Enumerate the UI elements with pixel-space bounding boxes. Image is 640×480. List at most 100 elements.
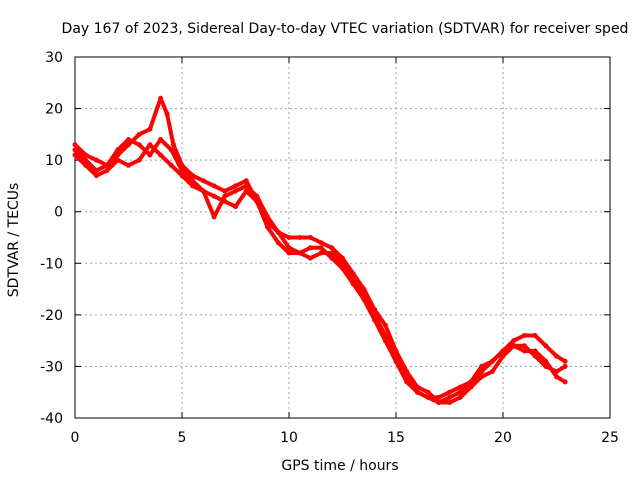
data-point	[562, 363, 568, 369]
data-point	[414, 389, 420, 395]
data-point	[554, 353, 559, 359]
data-point	[361, 296, 367, 302]
x-tick-label: 25	[601, 430, 619, 446]
data-point	[211, 214, 217, 220]
data-point	[211, 183, 217, 189]
data-point	[307, 255, 313, 261]
data-point	[532, 333, 538, 338]
data-point	[468, 379, 474, 385]
data-point	[72, 142, 78, 148]
x-tick-label: 10	[280, 430, 298, 446]
data-point	[168, 147, 174, 153]
y-tick-label: -40	[40, 411, 63, 427]
data-point	[436, 400, 442, 405]
data-point	[286, 250, 292, 256]
data-point	[200, 188, 206, 194]
data-point	[147, 142, 153, 148]
data-point	[340, 265, 345, 271]
data-point	[511, 338, 517, 344]
x-tick-label: 5	[178, 430, 187, 446]
data-point	[457, 394, 463, 400]
data-point	[233, 188, 238, 194]
plot-border	[74, 56, 611, 419]
data-point	[243, 183, 249, 189]
data-point	[562, 358, 568, 364]
data-point	[543, 358, 549, 364]
data-point	[275, 240, 281, 246]
x-axis-label: GPS time / hours	[281, 458, 398, 474]
data-point	[136, 157, 142, 163]
data-point	[265, 224, 271, 230]
data-point	[297, 250, 303, 256]
y-tick-label: 10	[45, 153, 63, 169]
data-point	[562, 379, 568, 385]
data-point	[318, 240, 324, 246]
chart-title: Day 167 of 2023, Sidereal Day-to-day VTE…	[62, 21, 629, 37]
data-point	[126, 162, 131, 168]
y-tick-label: 20	[45, 102, 63, 118]
data-point	[479, 374, 485, 380]
data-point	[500, 348, 506, 354]
data-point	[479, 363, 485, 369]
data-point	[115, 157, 121, 163]
y-tick-label: 0	[54, 205, 63, 221]
data-point	[136, 142, 142, 148]
data-point	[136, 131, 142, 137]
data-point	[329, 255, 335, 261]
data-point	[382, 322, 388, 328]
data-point	[425, 394, 431, 400]
data-point	[211, 193, 217, 199]
data-point	[265, 214, 271, 220]
data-point	[554, 374, 559, 380]
data-point	[233, 183, 238, 189]
data-point	[254, 198, 260, 204]
data-point	[93, 157, 99, 163]
x-tick-label: 20	[494, 430, 512, 446]
data-point	[147, 152, 153, 158]
data-point	[158, 137, 164, 142]
y-tick-label: 30	[45, 50, 63, 66]
data-point	[168, 162, 174, 168]
data-point	[164, 111, 170, 117]
data-point	[200, 178, 206, 184]
data-point	[489, 358, 495, 364]
data-point	[521, 333, 527, 338]
data-point	[297, 235, 303, 240]
data-point	[72, 147, 78, 153]
data-point	[179, 173, 185, 179]
data-point	[447, 389, 452, 395]
data-point	[147, 126, 153, 132]
data-point	[83, 162, 89, 168]
data-point	[243, 188, 249, 194]
axis-ticks: 0 5 10 15 20 25 -40 -30 -20 -10 0 10 20 30	[40, 50, 619, 446]
x-tick-label: 15	[387, 430, 405, 446]
data-point	[511, 343, 517, 349]
data-point	[104, 168, 110, 173]
data-point	[425, 389, 431, 395]
data-point	[350, 281, 356, 287]
data-point	[521, 348, 527, 354]
data-point	[233, 204, 238, 210]
y-tick-label: -20	[40, 308, 63, 324]
data-point	[468, 384, 474, 390]
data-point	[275, 229, 281, 235]
data-point	[190, 183, 196, 189]
data-point	[158, 152, 164, 158]
data-point	[318, 245, 324, 251]
data-point	[436, 394, 442, 400]
data-point	[170, 142, 176, 148]
data-point	[222, 198, 228, 204]
data-point	[447, 394, 452, 400]
data-point	[93, 173, 99, 179]
data-point	[286, 235, 292, 240]
y-axis-label: SDTVAR / TECUs	[6, 183, 22, 298]
data-point	[393, 358, 399, 364]
data-point	[532, 348, 538, 354]
data-point	[329, 245, 335, 251]
data-point	[382, 338, 388, 344]
data-point	[521, 343, 527, 349]
data-point	[115, 147, 121, 153]
data-point	[222, 193, 228, 199]
data-point	[307, 235, 313, 240]
